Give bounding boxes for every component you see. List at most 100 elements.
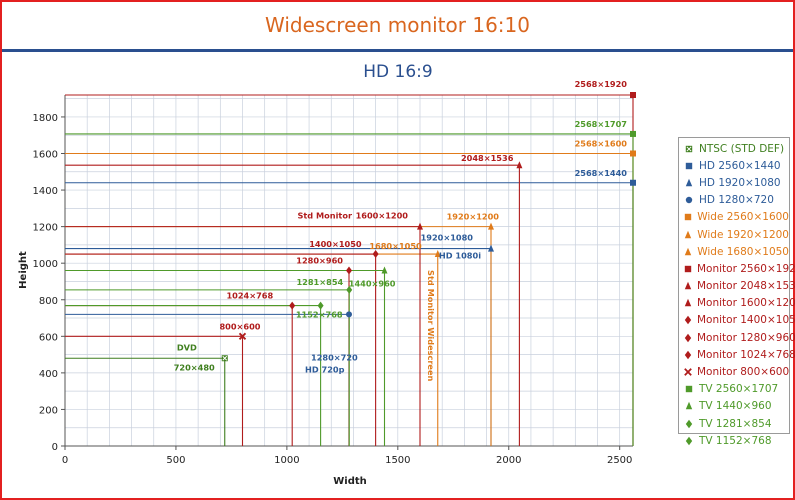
data-point: [346, 266, 352, 275]
legend-item: Monitor 2048×1536: [679, 278, 795, 295]
data-label: HD 720p: [305, 364, 345, 374]
data-label: 1152×768: [296, 310, 343, 320]
legend-marker-shape: [685, 178, 693, 187]
legend-marker-shape: [685, 402, 693, 410]
data-point: [516, 161, 523, 169]
legend-marker-shape: [684, 214, 692, 221]
data-label: Std Monitor Widescreen: [426, 270, 436, 381]
legend-label: NTSC (STD DEF): [699, 142, 785, 155]
data-label: Std Monitor: [297, 211, 352, 221]
data-label: 1400×1050: [309, 239, 362, 249]
legend-item: Monitor 1280×960: [679, 329, 795, 346]
legend-marker-icon: [683, 281, 693, 291]
legend-item: TV 1440×960: [679, 398, 789, 415]
legend-label: Wide 1920×1200: [697, 228, 789, 241]
legend-item: HD 1920×1080: [679, 174, 789, 191]
legend-marker-shape: [684, 350, 692, 360]
y-tick-label: 1200: [33, 223, 58, 234]
x-tick-label: 2500: [607, 455, 632, 466]
legend-marker-shape: [684, 230, 692, 238]
resolution-frame: [65, 313, 350, 446]
legend-item: Monitor 800×600: [679, 363, 789, 380]
data-point: [221, 355, 228, 362]
legend-item: TV 2560×1707: [679, 381, 789, 398]
legend-label: HD 1920×1080: [699, 176, 781, 189]
chart-legend: NTSC (STD DEF) HD 2560×1440 HD 1920×1080 HD…: [678, 137, 795, 447]
legend-marker-icon: [683, 367, 693, 377]
legend-marker-shape: [685, 386, 693, 393]
legend-item: HD 1280×720: [679, 192, 789, 209]
legend-marker-icon: [683, 384, 695, 394]
legend-marker-icon: [683, 315, 693, 325]
legend-item: Monitor 2560×1920: [679, 260, 795, 277]
data-point: [372, 250, 379, 259]
legend-label: Monitor 1600×1200: [697, 297, 795, 310]
legend-label: Monitor 1280×960: [697, 331, 795, 344]
data-label: 1920×1080: [421, 233, 474, 243]
legend-marker-icon: [683, 230, 693, 240]
legend-item: HD 2560×1440: [679, 157, 789, 174]
legend-marker-icon: [683, 298, 693, 308]
data-point: [630, 130, 636, 137]
legend-marker-shape: [684, 265, 692, 273]
data-label: 1440×960: [349, 279, 396, 289]
data-point: [346, 311, 352, 318]
legend-label: HD 1280×720: [699, 194, 774, 207]
page-title: Widescreen monitor 16:10: [265, 13, 530, 37]
legend-marker-icon: [683, 350, 693, 360]
data-label: 2048×1536: [461, 153, 514, 163]
data-label: 1600×1200: [356, 211, 409, 221]
legend-marker-shape: [684, 247, 692, 255]
legend-marker-shape: [685, 162, 693, 169]
data-label: 1680×1050: [369, 241, 422, 251]
legend-label: TV 1152×768: [699, 434, 772, 447]
data-point: [417, 222, 423, 230]
data-point: [488, 222, 494, 230]
data-label: 2568×1707: [575, 119, 628, 129]
legend-label: Wide 1680×1050: [697, 245, 789, 258]
header-divider: [2, 49, 793, 52]
y-tick-label: 1800: [33, 113, 58, 124]
data-point: [289, 301, 296, 310]
legend-label: Monitor 1024×768: [697, 348, 795, 361]
resolution-frame: [65, 305, 322, 446]
legend-marker-shape: [684, 281, 692, 290]
data-point: [434, 250, 441, 258]
data-point: [630, 92, 636, 98]
legend-label: Wide 2560×1600: [697, 211, 789, 224]
y-tick-label: 600: [39, 332, 58, 343]
legend-label: Monitor 2560×1920: [697, 262, 795, 275]
data-point: [630, 150, 636, 157]
legend-item: TV 1152×768: [679, 432, 789, 449]
y-tick-label: 400: [39, 369, 58, 380]
legend-item: NTSC (STD DEF): [679, 140, 789, 157]
data-point-cross: [222, 355, 228, 361]
legend-marker-shape: [685, 196, 693, 204]
y-tick-label: 1000: [33, 259, 58, 270]
x-tick-label: 0: [62, 455, 68, 466]
legend-label: HD 2560×1440: [699, 159, 781, 172]
legend-marker-icon: [683, 161, 695, 171]
data-point: [346, 285, 353, 294]
legend-label: TV 1281×854: [699, 417, 772, 430]
legend-marker-shape: [685, 419, 693, 428]
data-point: [317, 301, 324, 310]
x-tick-label: 1500: [385, 455, 410, 466]
y-tick-label: 1600: [33, 150, 58, 161]
legend-label: Monitor 1400×1050: [697, 314, 795, 327]
legend-marker-shape: [684, 333, 692, 342]
data-label: 1280×960: [296, 256, 343, 266]
data-label: 1024×768: [226, 291, 273, 301]
data-label: 1920×1200: [447, 212, 500, 222]
legend-label: Monitor 2048×1536: [697, 280, 795, 293]
legend-item: Wide 1920×1200: [679, 226, 789, 243]
legend-marker-shape: [684, 299, 692, 307]
x-tick-label: 1000: [274, 455, 299, 466]
y-axis-label: Height: [18, 251, 29, 289]
data-point: [238, 332, 247, 340]
chart-title: HD 16:9: [363, 62, 432, 82]
legend-label: TV 1440×960: [699, 400, 772, 413]
y-tick-label: 0: [52, 442, 58, 453]
legend-marker-shape: [684, 316, 692, 325]
